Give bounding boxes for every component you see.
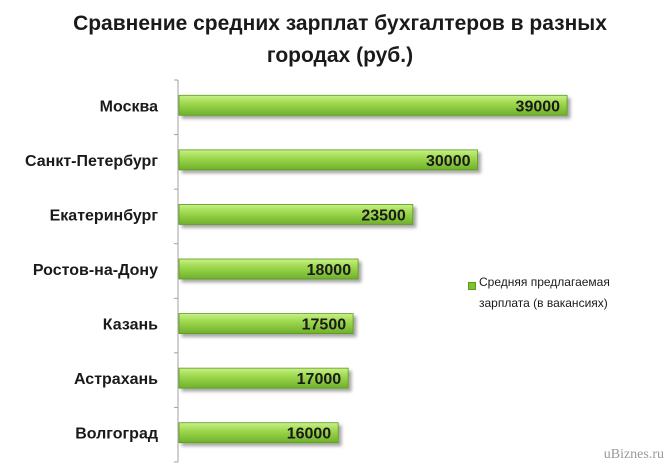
bar bbox=[178, 422, 339, 444]
category-label: Волгоград bbox=[75, 426, 158, 443]
category-label: Ростов-на-Дону bbox=[33, 262, 158, 279]
legend-swatch bbox=[468, 282, 476, 290]
legend: Средняя предлагаемая зарплата (в ваканси… bbox=[468, 272, 648, 314]
bar bbox=[178, 204, 414, 225]
data-label: 18000 bbox=[307, 262, 352, 279]
bar bbox=[178, 313, 354, 334]
category-label: Казань bbox=[103, 317, 158, 334]
category-label: Москва bbox=[100, 98, 158, 115]
category-label: Екатеринбург bbox=[50, 207, 159, 224]
watermark: uBiznes.ru bbox=[603, 447, 664, 462]
legend-label: Средняя предлагаемая зарплата (в ваканси… bbox=[479, 275, 610, 310]
data-label: 39000 bbox=[516, 98, 561, 115]
data-label: 30000 bbox=[426, 153, 471, 170]
data-label: 16000 bbox=[287, 426, 332, 443]
bars-group: Москва 39000 Санкт-Петербург 30000 Екатеринб… bbox=[25, 79, 568, 463]
data-label: 23500 bbox=[361, 207, 406, 224]
bar bbox=[178, 149, 478, 171]
bar bbox=[178, 258, 359, 280]
bar bbox=[178, 367, 349, 389]
bar bbox=[178, 94, 568, 116]
chart-title: Сравнение средних зарплат бухгалтеров в … bbox=[73, 12, 607, 67]
data-label: 17500 bbox=[302, 317, 347, 334]
data-label: 17000 bbox=[297, 371, 342, 388]
category-label: Санкт-Петербург bbox=[25, 153, 158, 170]
category-label: Астрахань bbox=[74, 371, 158, 388]
